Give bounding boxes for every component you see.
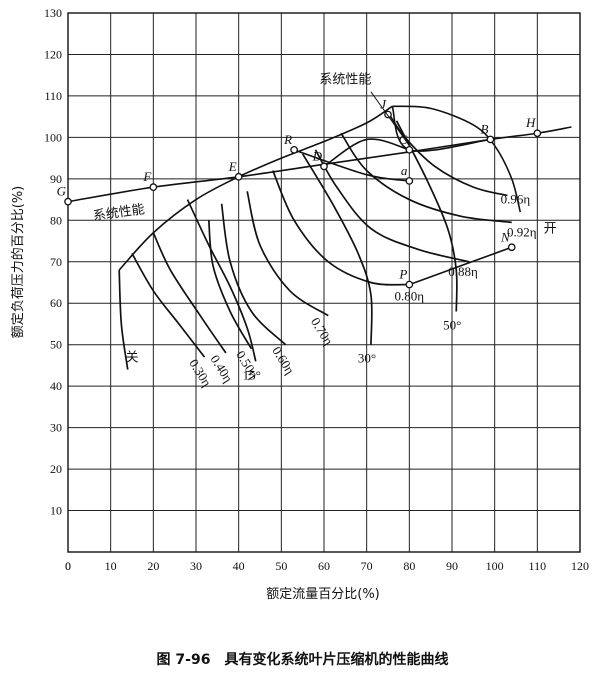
x-tick-label-origin: 0	[65, 559, 71, 573]
point-marker-E	[234, 172, 243, 181]
y-tick-label: 60	[50, 296, 62, 310]
point-marker-B	[486, 135, 495, 144]
efficiency-curve	[272, 170, 410, 286]
curves	[64, 105, 572, 370]
y-axis-title: 额定负荷压力的百分比(%)	[10, 186, 26, 339]
point-marker-a	[405, 177, 414, 185]
figure-caption: 图 7-96 具有变化系统叶片压缩机的性能曲线	[156, 652, 449, 668]
point-label-P: P	[398, 267, 407, 282]
x-tick-label: 50	[275, 559, 287, 573]
series-line	[392, 105, 522, 213]
x-tick-label: 10	[105, 559, 117, 573]
point-marker-N	[507, 243, 516, 252]
efficiency-curve	[220, 203, 287, 346]
y-tick-label: 130	[44, 6, 62, 20]
grid	[67, 12, 581, 552]
closed-label: 关	[125, 350, 138, 365]
series-line	[67, 126, 572, 203]
axes: 0 10 20 30 40 50 60 70 80 90 100 110 120 10 20 30 40 50 60…	[44, 6, 589, 573]
open-label: 开	[544, 222, 557, 237]
blade-angle-label: 30°	[358, 351, 376, 366]
y-tick-label: 100	[44, 130, 62, 144]
x-tick-label: 30	[190, 559, 202, 573]
blade-angle-curve	[186, 199, 257, 362]
x-tick-label: 90	[446, 559, 458, 573]
y-tick-label: 30	[50, 421, 62, 435]
series-line	[409, 246, 513, 286]
series-line	[323, 138, 410, 168]
efficiency-curve	[246, 191, 329, 317]
point-label-G: G	[57, 184, 67, 199]
x-tick-label: 20	[147, 559, 159, 573]
labels: G F E R D J Ca B H N P 0.96η 0.92η 0.88η 0.80η 0.70η 0.6…	[57, 72, 557, 389]
plot-frame	[67, 12, 581, 553]
blade-angle-curve	[118, 270, 129, 370]
x-tick-label: 80	[403, 559, 415, 573]
x-tick-label: 110	[529, 559, 547, 573]
efficiency-curve	[387, 112, 508, 197]
blade-angle-curve	[395, 120, 458, 312]
y-tick-label: 40	[50, 379, 62, 393]
point-marker-D	[320, 162, 328, 171]
x-tick-label: 40	[233, 559, 245, 573]
y-tick-label: 80	[50, 213, 62, 227]
system-curve-label-top: 系统性能	[319, 72, 371, 87]
x-tick-label: 0	[65, 559, 71, 573]
x-tick-label: 120	[571, 559, 589, 573]
point-label-J: J	[380, 97, 387, 112]
system-curve-label-bottom: 系统性能	[92, 202, 146, 224]
series-line	[118, 105, 393, 271]
point-label-D: D	[312, 148, 323, 163]
point-label-C: C	[399, 132, 408, 147]
y-tick-label: 120	[44, 47, 62, 61]
y-tick-label: 90	[50, 172, 62, 186]
efficiency-label: 0.60η	[269, 344, 297, 377]
point-marker-C	[405, 145, 414, 154]
blade-angle-label: 50°	[443, 318, 461, 333]
x-tick-label: 70	[361, 559, 373, 573]
point-marker-P	[405, 280, 414, 289]
point-label-N: N	[500, 229, 511, 244]
blade-angle-label: 15°	[243, 367, 261, 382]
point-label-E: E	[228, 159, 237, 174]
efficiency-curve	[131, 253, 206, 358]
point-label-R: R	[283, 132, 292, 147]
point-label-H: H	[525, 115, 536, 130]
point-label-F: F	[142, 169, 152, 184]
x-axis-title: 额定流量百分比(%)	[266, 587, 380, 602]
efficiency-label: 0.88η	[448, 264, 478, 279]
system-curve-pointer	[370, 91, 410, 146]
efficiency-label: 0.92η	[507, 224, 537, 239]
y-tick-label: 20	[50, 462, 62, 476]
efficiency-label: 0.80η	[395, 289, 425, 304]
blade-angle-curve	[301, 153, 373, 345]
point-label-B: B	[480, 121, 488, 136]
x-tick-label: 100	[486, 559, 504, 573]
efficiency-curve	[207, 220, 253, 350]
efficiency-curve	[340, 132, 512, 224]
y-tick-label: 110	[44, 89, 62, 103]
y-tick-label: 70	[50, 255, 62, 269]
point-marker-R	[290, 145, 298, 154]
x-tick-label: 60	[318, 559, 330, 573]
efficiency-curve	[152, 232, 227, 354]
efficiency-label: 0.70η	[308, 315, 336, 348]
efficiency-curve	[314, 149, 470, 263]
point-label-a: a	[401, 163, 408, 178]
point-marker-F	[149, 183, 158, 191]
y-tick-label: 50	[50, 338, 62, 352]
point-marker-G	[64, 197, 72, 206]
series-line	[293, 149, 410, 182]
efficiency-label: 0.96η	[501, 191, 531, 206]
y-tick-label: 10	[50, 504, 62, 518]
point-marker-H	[533, 129, 542, 138]
